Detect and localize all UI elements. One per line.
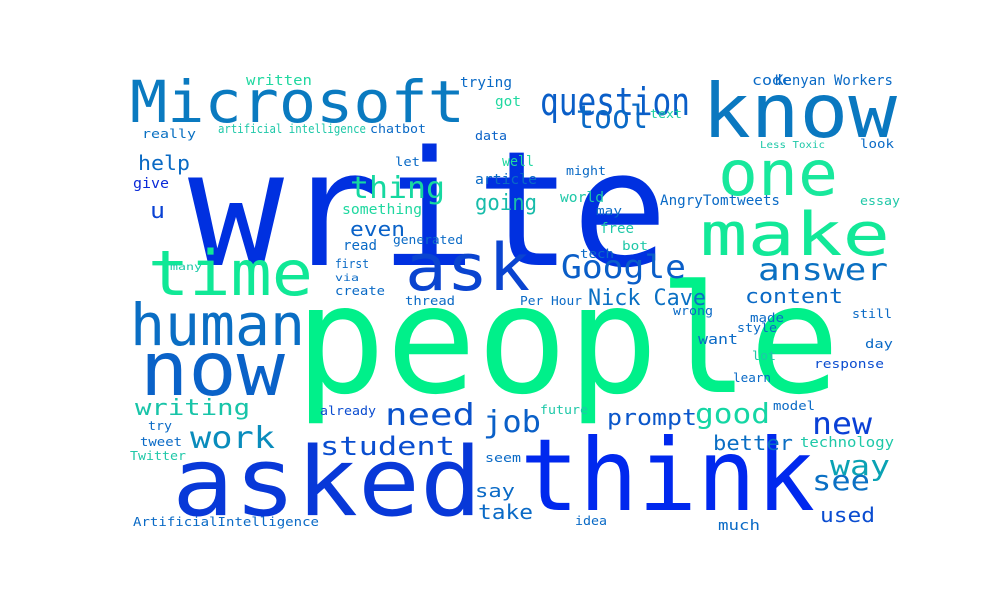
word-text: text [650,107,682,121]
word-tech: tech [580,247,614,261]
word-artificialintelligence: ArtificialIntelligence [133,515,319,529]
word-read: read [343,238,377,254]
word-help: help [138,151,190,175]
word-data: data [475,129,507,143]
word-tweet: tweet [140,435,182,449]
word-article: article [475,172,537,188]
word-twitter: Twitter [130,449,186,463]
word-chatbot: chatbot [370,122,426,136]
word-write: write [188,116,668,303]
word-good: good [695,397,770,430]
word-asked: asked [172,428,482,538]
word-know: know [702,67,898,155]
word-give: give [133,176,169,192]
word-think: think [520,417,815,534]
word-way: way [830,449,890,482]
word-say: say [475,481,515,502]
word-learn: learn [733,371,771,385]
word-used: used [820,503,875,527]
word-writing: writing [135,396,250,421]
word-look: look [860,137,895,151]
word-ask: ask [405,231,530,306]
word-want: want [698,332,738,348]
word-artificial-intelligence: artificial intelligence [218,122,366,136]
word-bot: bot [622,239,648,253]
word-might: might [566,164,606,178]
word-free: free [600,221,634,237]
word-people: people [295,254,840,428]
word-less-toxic: Less Toxic [760,140,825,151]
word-angrytomtweets: AngryTomtweets [660,193,780,209]
word-day: day [865,337,893,351]
word-written: written [246,73,312,89]
word-via: via [335,273,359,284]
word-first: first [335,257,369,271]
word-already: already [320,404,376,418]
word-per-hour: Per Hour [520,294,582,308]
word-one: one [718,137,838,210]
word-got: got [495,94,521,110]
word-something: something [342,202,422,218]
word-many: many [170,262,202,273]
word-world: world [560,190,604,206]
word-make: make [700,200,890,270]
word-thread: thread [405,294,455,308]
word-even: even [350,217,405,241]
word-really: really [142,127,196,141]
word-lot: lot [752,349,776,363]
word-let: let [395,155,420,169]
word-see: see [812,464,870,497]
word-tool: tool [576,98,648,136]
word-work: work [190,421,275,456]
word-now: now [140,325,286,413]
word-made: made [750,311,784,325]
word-wrong: wrong [673,304,713,318]
word-google: Google [561,248,686,286]
word-seem: seem [485,451,521,465]
word-time: time [148,237,313,310]
word-may: may [596,204,622,218]
word-prompt: prompt [607,406,697,431]
word-trying: trying [460,75,512,91]
word-essay: essay [860,194,900,208]
word-future: future [540,403,588,417]
word-question: question [540,80,690,124]
word-content: content [745,284,843,308]
word-nick-cave: Nick Cave [588,286,706,311]
word-much: much [718,518,760,534]
word-answer: answer [758,253,888,288]
word-well: well [502,154,534,170]
word-job: job [483,405,541,440]
word-try: try [148,419,172,433]
word-generated: generated [393,233,463,247]
word-take: take [478,500,533,524]
word-create: create [335,284,385,298]
word-student: student [320,432,455,462]
word-need: need [385,398,475,433]
word-style: style [737,321,777,335]
word-model: model [773,399,815,413]
word-microsoft: Microsoft [130,68,465,136]
word-new: new [812,407,873,442]
word-going: going [475,191,537,216]
word-idea: idea [575,514,607,528]
word-still: still [852,307,892,321]
word-u: u [150,199,165,224]
word-technology: technology [800,435,894,451]
word-kenyan-workers: Kenyan Workers [775,73,893,89]
word-code: code [752,73,792,89]
word-response: response [814,357,884,371]
word-human: human [130,291,305,359]
word-better: better [713,431,793,455]
word-thing: thing [350,171,445,206]
